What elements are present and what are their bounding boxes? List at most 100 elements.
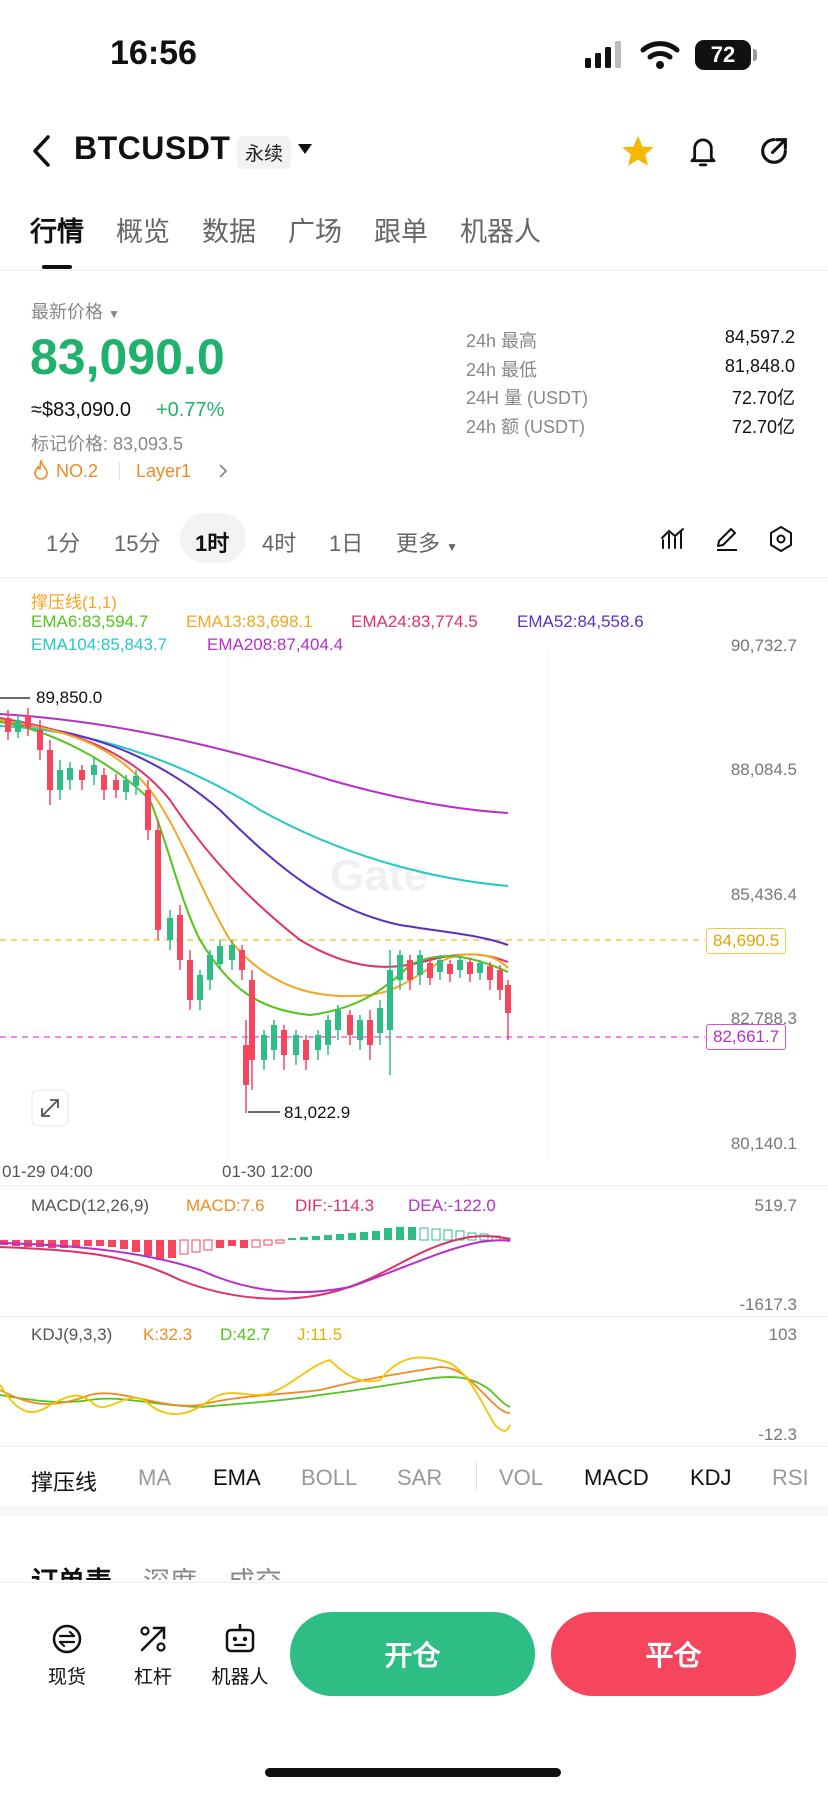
timeframe-more[interactable]: 更多 ▼ <box>396 531 459 556</box>
symbol-title[interactable]: BTCUSDT <box>74 130 231 166</box>
ema104-legend: EMA104:85,843.7 <box>31 635 168 654</box>
sr-line-tag[interactable]: 84,690.5 <box>706 928 787 954</box>
battery-tip <box>753 49 757 61</box>
battery-level: 72 <box>710 42 736 67</box>
back-icon[interactable] <box>30 134 54 168</box>
home-indicator[interactable] <box>265 1768 561 1777</box>
layer-tag[interactable]: Layer1 <box>136 461 192 481</box>
chart-type-icon[interactable] <box>660 526 686 552</box>
indicator-sr[interactable]: 撑压线 <box>31 1470 98 1495</box>
stat-amount-value: 72.70亿 <box>731 417 795 437</box>
stat-volume-label: 24H 量 (USDT) <box>466 388 589 408</box>
xaxis-label: 01-29 04:00 <box>2 1162 93 1181</box>
macd-ymin: -1617.3 <box>739 1295 797 1314</box>
contract-type-tag[interactable]: 永续 <box>237 136 292 169</box>
stat-volume-value: 72.70亿 <box>731 388 795 408</box>
kdj-chart[interactable] <box>0 1345 828 1445</box>
stat-low-value: 81,848.0 <box>724 356 795 376</box>
yaxis-label: 88,084.5 <box>730 760 797 779</box>
yaxis-label: 85,436.4 <box>730 885 797 904</box>
ema6-legend: EMA6:83,594.7 <box>31 612 149 631</box>
macd-value: MACD:7.6 <box>186 1196 265 1215</box>
robot-icon[interactable] <box>222 1620 258 1656</box>
chevron-right-icon[interactable] <box>218 463 228 479</box>
divider <box>0 1316 828 1317</box>
tab-data[interactable]: 数据 <box>202 217 256 247</box>
macd-title: MACD(12,26,9) <box>31 1196 150 1215</box>
spot-label[interactable]: 现货 <box>47 1667 86 1688</box>
stat-high-value: 84,597.2 <box>724 327 795 347</box>
kdj-ymin: -12.3 <box>758 1425 797 1444</box>
rank-badge[interactable]: NO.2 <box>56 461 99 481</box>
section-gap <box>0 1506 828 1516</box>
caret-down-icon[interactable] <box>297 143 313 155</box>
timeframe-15m[interactable]: 15分 <box>114 531 161 556</box>
indicator-ema[interactable]: EMA <box>213 1465 261 1490</box>
tab-depth[interactable]: 深度 <box>143 1560 197 1580</box>
robot-label[interactable]: 机器人 <box>211 1667 269 1688</box>
high-price-label: 89,850.0 <box>36 688 103 707</box>
tab-bot[interactable]: 机器人 <box>460 217 541 247</box>
separator <box>476 1462 477 1490</box>
tab-market[interactable]: 行情 <box>30 217 84 247</box>
mark-price: 标记价格: 83,093.5 <box>31 434 184 454</box>
indicator-rsi[interactable]: RSI <box>772 1465 809 1490</box>
ema52-legend: EMA52:84,558.6 <box>517 612 644 631</box>
price-change: +0.77% <box>156 399 225 421</box>
macd-chart[interactable] <box>0 1215 828 1315</box>
settings-hex-icon[interactable] <box>767 525 795 553</box>
stat-amount-label: 24h 额 (USDT) <box>466 417 586 437</box>
tab-square[interactable]: 广场 <box>288 217 342 247</box>
tab-trades[interactable]: 成交 <box>228 1560 282 1580</box>
timeframe-1m[interactable]: 1分 <box>46 531 81 556</box>
sr-legend: 撑压线(1,1) <box>31 593 117 612</box>
ema24-legend: EMA24:83,774.5 <box>351 612 478 631</box>
indicator-kdj[interactable]: KDJ <box>690 1465 732 1490</box>
flame-icon <box>34 460 48 480</box>
orderbook-tabs: 订单表 深度 成交 <box>0 1540 828 1580</box>
active-tab-indicator <box>42 265 72 269</box>
indicator-boll[interactable]: BOLL <box>301 1465 358 1490</box>
candlestick-chart[interactable]: Gate <box>0 650 828 1160</box>
share-icon[interactable] <box>757 134 791 168</box>
bell-icon[interactable] <box>686 133 720 169</box>
divider <box>0 577 828 578</box>
leverage-label[interactable]: 杠杆 <box>133 1667 172 1688</box>
ema208-legend: EMA208:87,404.4 <box>207 635 344 654</box>
favorite-star-icon[interactable] <box>620 133 656 169</box>
last-price-label[interactable]: 最新价格 ▼ <box>31 302 120 322</box>
last-price: 83,090.0 <box>30 329 225 385</box>
indicator-macd[interactable]: MACD <box>584 1465 649 1490</box>
macd-dea: DEA:-122.0 <box>408 1196 496 1215</box>
kdj-d: D:42.7 <box>220 1325 271 1344</box>
spot-icon[interactable] <box>50 1622 84 1656</box>
indicator-vol[interactable]: VOL <box>499 1465 544 1490</box>
tab-orderbook[interactable]: 订单表 <box>31 1560 112 1580</box>
timeframe-4h[interactable]: 4时 <box>262 531 297 556</box>
last-price-line-tag[interactable]: 82,661.7 <box>706 1024 787 1050</box>
leverage-icon[interactable] <box>136 1622 170 1656</box>
yaxis-label: 82,788.3 <box>730 1009 797 1028</box>
macd-dif: DIF:-114.3 <box>295 1196 375 1215</box>
kdj-ymax: 103 <box>768 1325 797 1344</box>
draw-pencil-icon[interactable] <box>714 526 740 552</box>
timeframe-1h[interactable]: 1时 <box>195 531 230 556</box>
battery-icon: 72 <box>695 40 751 70</box>
last-price-label-text: 最新价格 <box>31 302 103 322</box>
timeframe-active-bg <box>180 513 246 563</box>
timeframe-1d[interactable]: 1日 <box>329 531 364 556</box>
indicator-ma[interactable]: MA <box>138 1465 171 1490</box>
stat-low-label: 24h 最低 <box>466 360 538 380</box>
low-price-label: 81,022.9 <box>284 1103 351 1122</box>
xaxis-label: 01-30 12:00 <box>222 1162 313 1181</box>
usd-price: ≈$83,090.0 <box>31 399 131 421</box>
close-position-button[interactable]: 平仓 <box>551 1612 796 1696</box>
tab-copy-trade[interactable]: 跟单 <box>374 217 428 247</box>
open-position-button[interactable]: 开仓 <box>290 1612 535 1696</box>
indicator-sar[interactable]: SAR <box>397 1465 443 1490</box>
divider <box>0 270 828 271</box>
yaxis-label: 80,140.1 <box>730 1134 797 1153</box>
tab-overview[interactable]: 概览 <box>116 217 170 247</box>
kdj-title: KDJ(9,3,3) <box>31 1325 113 1344</box>
ema13-legend: EMA13:83,698.1 <box>186 612 313 631</box>
